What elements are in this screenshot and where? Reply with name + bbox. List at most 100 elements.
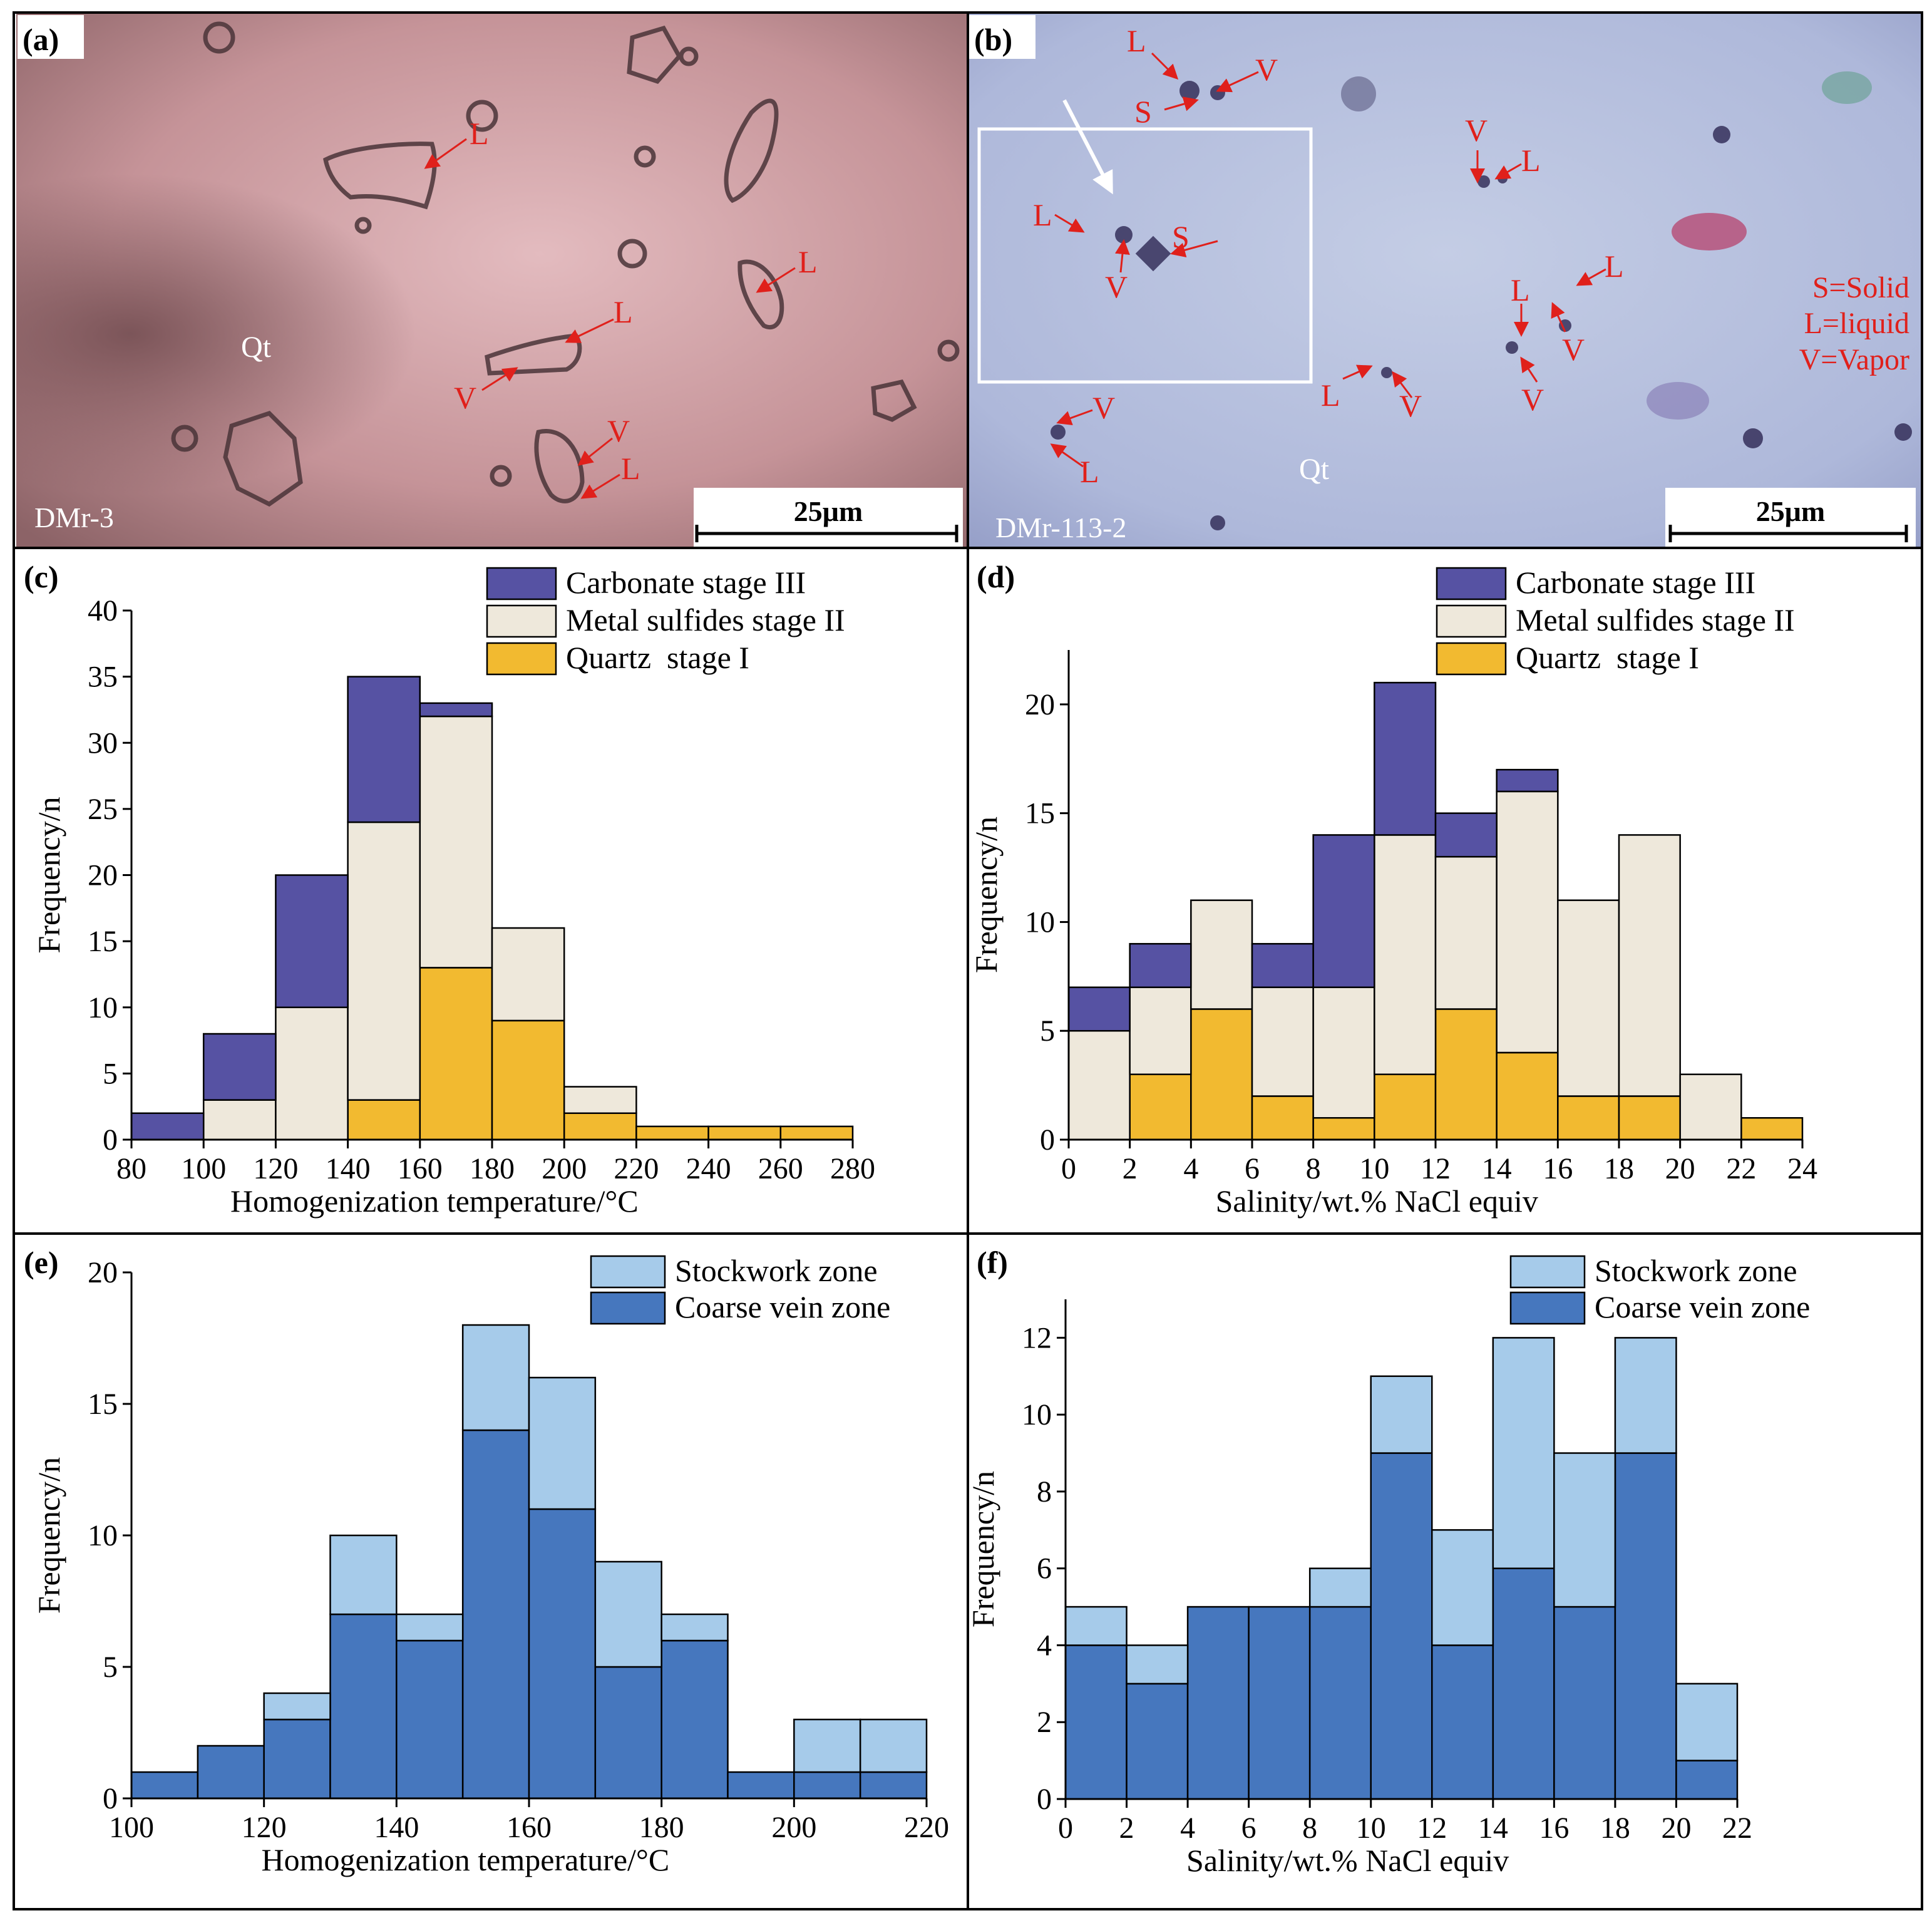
y-tick-label: 5	[103, 1651, 118, 1684]
bar-quartz	[1557, 1095, 1620, 1141]
photo-a-scale-bar	[695, 525, 958, 542]
panel-label-b: (b)	[974, 22, 1012, 57]
x-tick-label: 240	[686, 1152, 731, 1185]
bar-carbonate	[1434, 812, 1498, 858]
photo-b-annotation: L	[1127, 23, 1146, 58]
y-tick-label: 20	[88, 1256, 118, 1289]
x-tick-label: 12	[1421, 1152, 1451, 1185]
x-tick-label: 18	[1600, 1812, 1630, 1845]
photo-b-annotation: V	[1465, 113, 1488, 148]
x-tick-label: 260	[758, 1152, 803, 1185]
photo-b-mineral-label: Qt	[1299, 453, 1330, 486]
bars	[130, 676, 854, 1141]
photo-a-annotation: L	[798, 244, 818, 279]
x-axis-label: Salinity/wt.% NaCl equiv	[1216, 1183, 1538, 1219]
bar-stockwork	[660, 1613, 729, 1642]
bar-sulfide	[1374, 834, 1437, 1075]
bar-carbonate	[130, 1112, 205, 1141]
chart-panel-f: 0 2 4 6 8 10 12 14 16 18 20 22024681012Salinity/wt.…	[965, 1245, 1810, 1878]
x-tick-label: 20	[1665, 1152, 1695, 1185]
photo-b-scale-box	[1665, 488, 1916, 547]
photomicrograph-b: L S V L S V V L L V L V L V V L S=Solid …	[968, 14, 1921, 547]
y-tick-label: 10	[1025, 905, 1055, 939]
y-tick-label: 30	[88, 726, 118, 760]
bar-coarse	[1614, 1452, 1677, 1800]
y-tick-label: 10	[88, 1519, 118, 1552]
x-tick-label: 280	[830, 1152, 875, 1185]
legend-label-coarse: Coarse vein zone	[1595, 1289, 1810, 1324]
x-tick-label: 180	[639, 1811, 684, 1844]
bars	[130, 1324, 928, 1800]
photo-a-mineral-label: Qt	[241, 331, 272, 364]
bars	[1064, 1337, 1739, 1800]
photo-a-sample-label: DMr-3	[34, 502, 114, 534]
panel-label-a: (a)	[23, 22, 59, 57]
bar-coarse	[1248, 1606, 1311, 1800]
bar-stockwork	[1308, 1567, 1372, 1608]
x-tick-label: 12	[1417, 1812, 1447, 1845]
bar-sulfide	[1557, 899, 1620, 1097]
photo-b-annotation: L	[1080, 454, 1099, 489]
bar-coarse	[461, 1429, 530, 1800]
x-tick-label: 200	[771, 1811, 816, 1844]
x-tick-label: 24	[1787, 1152, 1817, 1185]
legend-label-coarse: Coarse vein zone	[675, 1289, 890, 1324]
photo-b-zoom-box	[977, 127, 1313, 384]
y-axis-label: Frequency/n	[965, 1471, 1000, 1627]
x-tick-label: 22	[1726, 1152, 1756, 1185]
bar-quartz	[1129, 1073, 1192, 1141]
x-tick-label: 16	[1539, 1812, 1569, 1845]
bar-stockwork	[1431, 1529, 1494, 1646]
bar-quartz	[1251, 1095, 1314, 1141]
bar-quartz	[419, 967, 493, 1141]
bar-coarse	[329, 1613, 398, 1800]
x-tick-label: 16	[1543, 1152, 1573, 1185]
y-tick-label: 0	[103, 1123, 118, 1157]
bar-sulfide	[1434, 855, 1498, 1010]
x-tick-label: 6	[1241, 1812, 1256, 1845]
legend-swatch-stockwork	[590, 1255, 666, 1289]
bar-coarse	[130, 1771, 199, 1800]
photo-b-annotation: L	[1033, 197, 1052, 232]
photo-a-annotation: V	[607, 413, 630, 448]
photo-b-legend-vapor: V=Vapor	[1799, 343, 1909, 376]
photo-a-annotation: L	[614, 294, 633, 329]
legend-label-stockwork: Stockwork zone	[1595, 1253, 1797, 1288]
panel-label-e: (e)	[24, 1245, 59, 1280]
x-tick-label: 2	[1119, 1812, 1134, 1845]
bar-coarse	[1553, 1606, 1616, 1800]
y-tick-label: 15	[88, 925, 118, 958]
y-axis-label: Frequency/n	[969, 817, 1004, 973]
legend-swatch-sulfide	[486, 604, 557, 638]
bar-carbonate	[1312, 834, 1375, 988]
x-tick-label: 120	[242, 1811, 287, 1844]
y-tick-label: 25	[88, 793, 118, 826]
photo-b-scale-label: 25μm	[1756, 495, 1825, 527]
bar-stockwork	[1492, 1337, 1555, 1569]
x-tick-label: 0	[1058, 1812, 1073, 1845]
photo-b-annotation: L	[1321, 378, 1340, 413]
bar-stockwork	[859, 1718, 928, 1773]
legend-label-stockwork: Stockwork zone	[675, 1253, 878, 1288]
bar-stockwork	[1675, 1683, 1739, 1761]
y-tick-label: 15	[1025, 797, 1055, 830]
chart-panel-c: 80 100 120 140 160 180 200 220 240 260 280 0 5 10 15 20…	[24, 559, 875, 1219]
photo-b-annotation: V	[1255, 52, 1278, 87]
y-tick-label: 35	[88, 661, 118, 694]
bar-quartz	[491, 1019, 565, 1141]
inclusion-outlines	[171, 21, 960, 512]
legend-swatch-stockwork	[1509, 1255, 1586, 1289]
panel-label-c: (c)	[24, 559, 59, 594]
bar-stockwork	[1064, 1606, 1128, 1646]
bar-coarse	[528, 1508, 597, 1800]
x-tick-label: 100	[109, 1811, 154, 1844]
legend-swatch-sulfide	[1436, 604, 1507, 638]
bar-coarse	[1308, 1606, 1372, 1800]
bar-coarse	[660, 1639, 729, 1800]
photo-a-scale-label: 25μm	[794, 495, 863, 527]
legend-label-sulfide: Metal sulfides stage II	[1516, 602, 1795, 637]
bar-coarse	[1126, 1683, 1189, 1800]
photo-b-annotation: V	[1521, 382, 1544, 417]
x-tick-label: 220	[614, 1152, 659, 1185]
